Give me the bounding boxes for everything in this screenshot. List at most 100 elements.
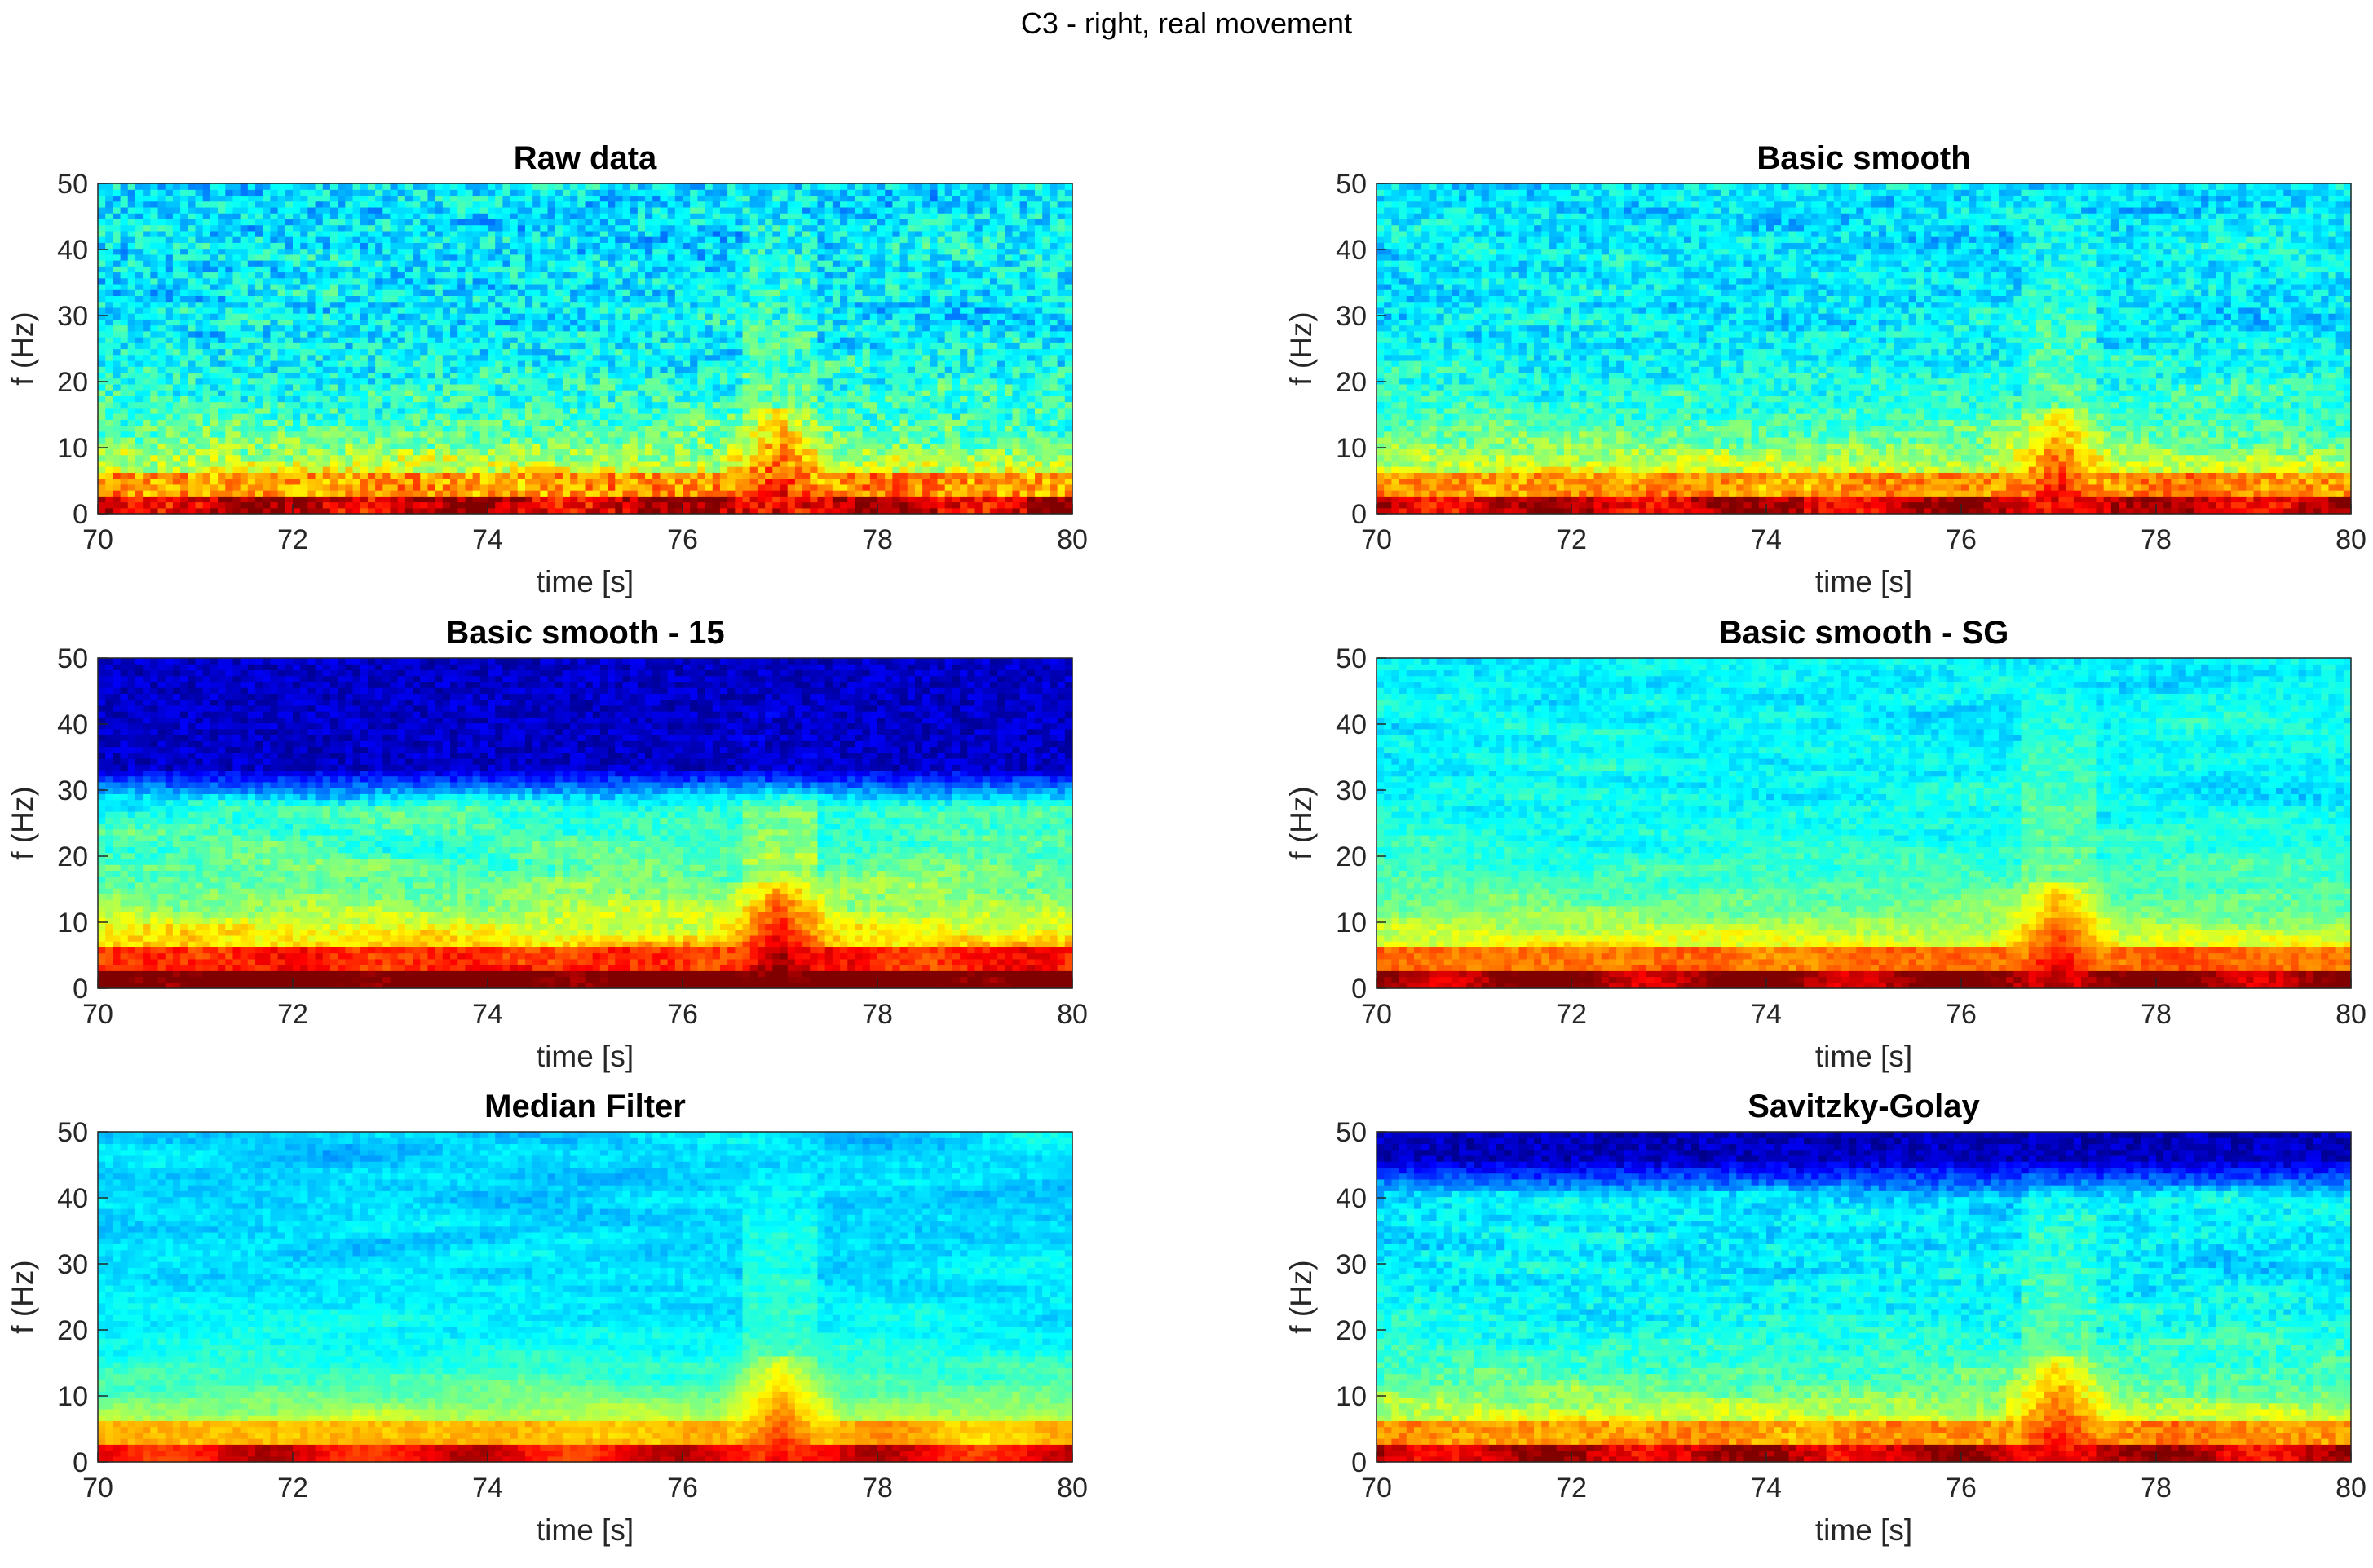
heatmap-cell xyxy=(465,372,474,379)
heatmap-cell xyxy=(413,189,421,197)
heatmap-cell xyxy=(599,366,608,373)
heatmap-cell xyxy=(113,307,122,314)
heatmap-cell xyxy=(172,224,181,232)
heatmap-cell xyxy=(127,413,136,420)
heatmap-cell xyxy=(397,413,406,420)
heatmap-cell xyxy=(472,342,481,350)
heatmap-cell xyxy=(457,260,466,267)
heatmap-cell xyxy=(637,490,646,497)
heatmap-cell xyxy=(404,313,413,320)
heatmap-cell xyxy=(652,224,661,232)
heatmap-cell xyxy=(404,330,413,338)
heatmap-cell xyxy=(329,490,338,497)
heatmap-cell xyxy=(524,325,533,332)
heatmap-cell xyxy=(165,224,174,232)
heatmap-cell xyxy=(667,496,676,503)
heatmap-cell xyxy=(188,425,197,432)
heatmap-cell xyxy=(263,254,272,261)
heatmap-cell xyxy=(562,272,571,279)
heatmap-cell xyxy=(450,507,458,515)
heatmap-cell xyxy=(488,401,496,409)
heatmap-cell xyxy=(674,254,683,261)
heatmap-cell xyxy=(479,407,488,414)
heatmap-cell xyxy=(255,354,263,361)
heatmap-cell xyxy=(495,260,503,267)
heatmap-cell xyxy=(719,307,728,314)
heatmap-cell xyxy=(352,337,361,343)
heatmap-cell xyxy=(502,425,511,432)
heatmap-cell xyxy=(413,460,421,467)
heatmap-cell xyxy=(127,372,136,379)
heatmap-cell xyxy=(202,436,211,444)
heatmap-cell xyxy=(479,496,488,503)
heatmap-cell xyxy=(637,372,646,379)
heatmap-cell xyxy=(435,419,444,426)
heatmap-cell xyxy=(293,283,301,290)
heatmap-cell xyxy=(255,330,263,338)
heatmap-cell xyxy=(749,448,758,456)
heatmap-cell xyxy=(479,307,488,314)
heatmap-cell xyxy=(465,342,474,350)
heatmap-cell xyxy=(727,342,736,350)
heatmap-cell xyxy=(165,230,174,237)
heatmap-cell xyxy=(240,236,249,243)
heatmap-cell xyxy=(615,183,624,190)
heatmap-cell xyxy=(367,266,376,273)
heatmap-cell xyxy=(307,272,316,279)
heatmap-cell xyxy=(479,507,488,515)
heatmap-cell xyxy=(465,277,474,285)
heatmap-cell xyxy=(188,443,197,450)
heatmap-cell xyxy=(660,390,669,396)
heatmap-cell xyxy=(735,201,744,208)
heatmap-cell xyxy=(435,236,444,243)
heatmap-cell xyxy=(719,248,728,255)
heatmap-cell xyxy=(719,460,728,467)
heatmap-cell xyxy=(157,289,166,297)
heatmap-cell xyxy=(450,490,458,497)
heatmap-cell xyxy=(757,496,766,503)
heatmap-cell xyxy=(375,466,383,473)
heatmap-cell xyxy=(592,183,601,190)
heatmap-cell xyxy=(749,295,758,303)
heatmap-cell xyxy=(712,242,721,250)
heatmap-cell xyxy=(105,189,113,197)
heatmap-cell xyxy=(705,213,714,219)
heatmap-cell xyxy=(502,236,511,243)
heatmap-cell xyxy=(98,484,106,491)
heatmap-cell xyxy=(105,242,113,250)
heatmap-cell xyxy=(270,478,279,485)
heatmap-cell xyxy=(562,436,571,444)
heatmap-cell xyxy=(488,431,496,438)
heatmap-cell xyxy=(367,490,376,497)
heatmap-cell xyxy=(570,372,578,379)
heatmap-cell xyxy=(435,295,444,303)
heatmap-cell xyxy=(120,395,129,403)
heatmap-cell xyxy=(225,266,234,273)
heatmap-cell xyxy=(532,319,541,326)
heatmap-cell xyxy=(240,272,249,279)
heatmap-cell xyxy=(547,466,556,473)
heatmap-cell xyxy=(442,342,451,350)
heatmap-cell xyxy=(172,484,181,491)
heatmap-cell xyxy=(135,337,144,343)
heatmap-cell xyxy=(127,507,136,515)
heatmap-cell xyxy=(277,206,286,214)
heatmap-cell xyxy=(479,354,488,361)
heatmap-cell xyxy=(465,195,474,202)
heatmap-cell xyxy=(240,307,249,314)
heatmap-cell xyxy=(652,313,661,320)
heatmap-cell xyxy=(404,342,413,350)
heatmap-cell xyxy=(113,419,122,426)
heatmap-cell xyxy=(195,407,204,414)
heatmap-cell xyxy=(592,460,601,467)
heatmap-cell xyxy=(465,337,474,343)
heatmap-cell xyxy=(413,272,421,279)
heatmap-cell xyxy=(322,325,331,332)
heatmap-cell xyxy=(719,478,728,485)
heatmap-cell xyxy=(195,436,204,444)
heatmap-cell xyxy=(697,260,706,267)
heatmap-cell xyxy=(450,496,458,503)
heatmap-cell xyxy=(172,313,181,320)
heatmap-cell xyxy=(285,466,294,473)
heatmap-cell xyxy=(277,342,286,350)
